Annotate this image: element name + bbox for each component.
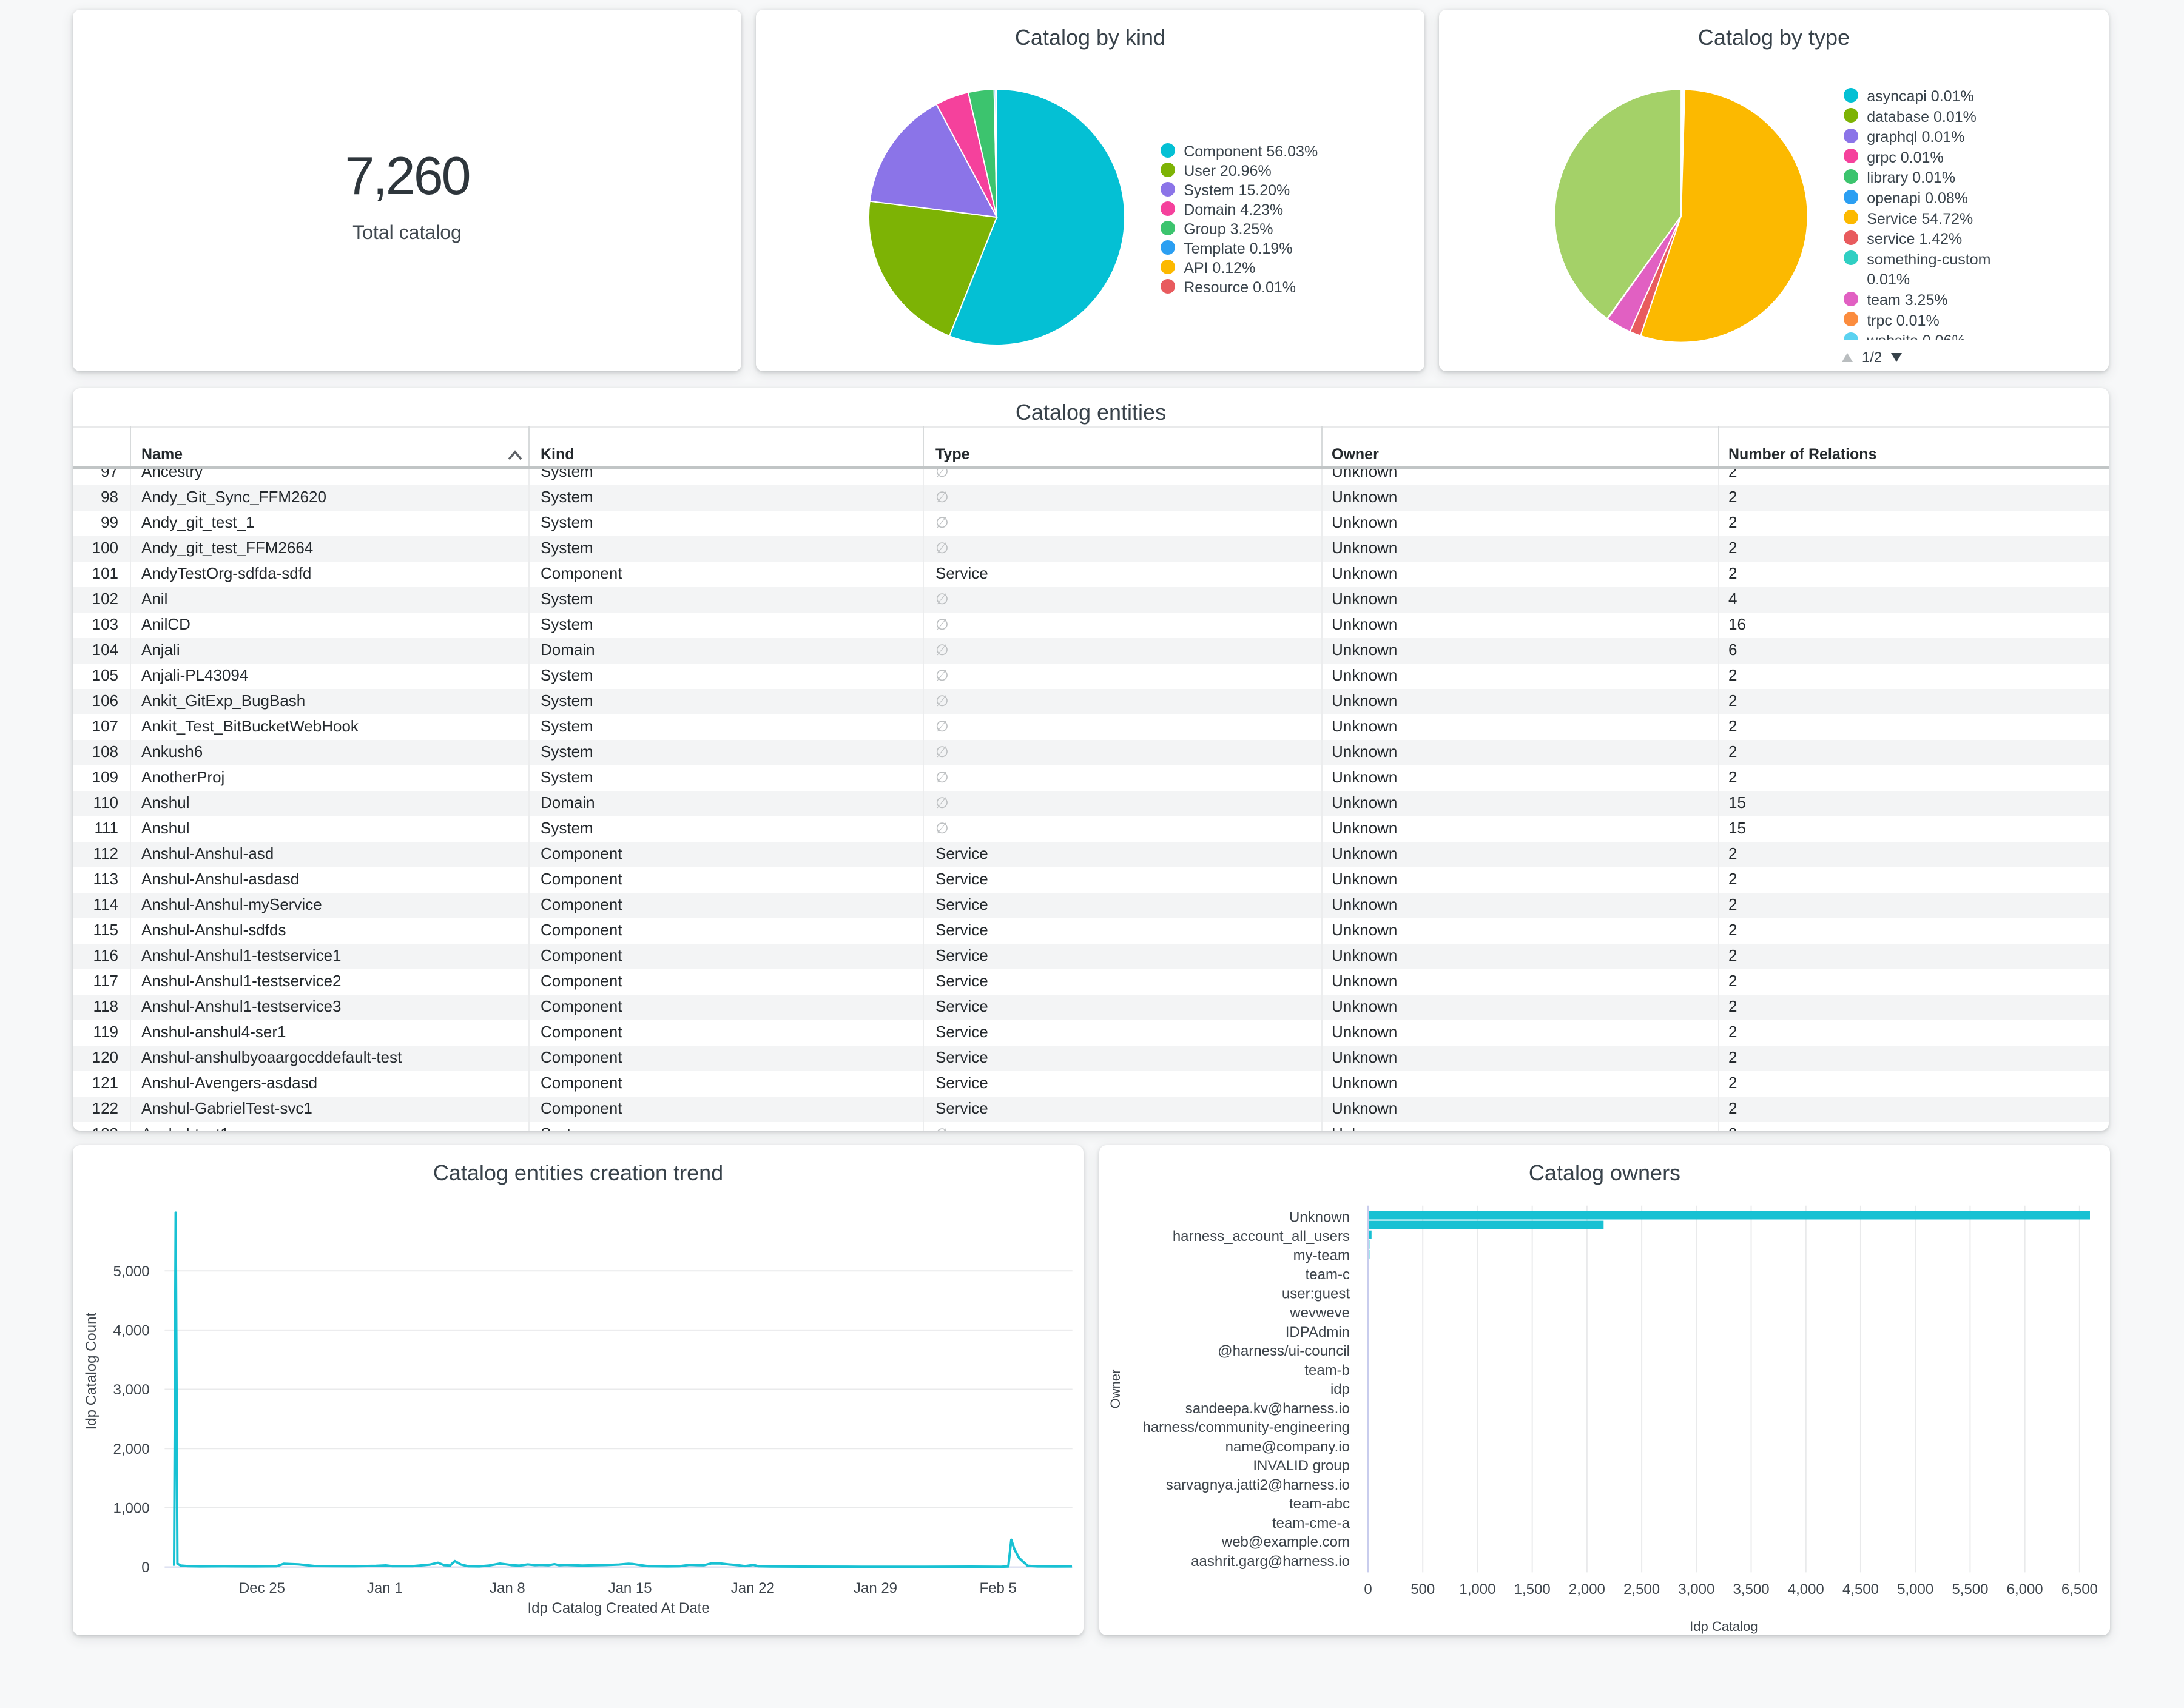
svg-text:2,000: 2,000 [113, 1441, 150, 1458]
svg-text:team-cme-a: team-cme-a [1272, 1515, 1350, 1531]
svg-text:Idp Catalog: Idp Catalog [1690, 1619, 1758, 1634]
svg-text:INVALID group: INVALID group [1253, 1458, 1350, 1474]
svg-text:3,500: 3,500 [1733, 1581, 1770, 1598]
svg-text:Idp Catalog Count: Idp Catalog Count [83, 1313, 99, 1430]
svg-text:6,000: 6,000 [2007, 1581, 2043, 1598]
svg-text:2,000: 2,000 [1569, 1581, 1605, 1598]
svg-text:harness/community-engineering: harness/community-engineering [1142, 1419, 1350, 1436]
svg-text:IDPAdmin: IDPAdmin [1286, 1324, 1350, 1340]
svg-text:team-c: team-c [1306, 1266, 1350, 1283]
svg-text:Jan 8: Jan 8 [490, 1580, 525, 1596]
svg-text:wevweve: wevweve [1289, 1305, 1350, 1321]
svg-text:Jan 15: Jan 15 [608, 1580, 652, 1596]
svg-text:5,500: 5,500 [1952, 1581, 1988, 1598]
svg-text:sandeepa.kv@harness.io: sandeepa.kv@harness.io [1185, 1400, 1350, 1417]
svg-text:name@company.io: name@company.io [1225, 1439, 1350, 1455]
svg-text:team-b: team-b [1304, 1362, 1350, 1379]
svg-text:500: 500 [1410, 1581, 1435, 1598]
svg-text:aashrit.garg@harness.io: aashrit.garg@harness.io [1191, 1553, 1350, 1570]
svg-text:3,000: 3,000 [1678, 1581, 1714, 1598]
svg-text:user:guest: user:guest [1282, 1286, 1350, 1302]
svg-text:1,000: 1,000 [1459, 1581, 1495, 1598]
svg-text:4,000: 4,000 [1788, 1581, 1824, 1598]
svg-text:Idp Catalog Created At Date: Idp Catalog Created At Date [528, 1600, 710, 1616]
svg-text:4,500: 4,500 [1842, 1581, 1879, 1598]
svg-text:Jan 22: Jan 22 [731, 1580, 775, 1596]
svg-text:sarvagnya.jatti2@harness.io: sarvagnya.jatti2@harness.io [1166, 1477, 1350, 1493]
svg-text:@harness/ui-council: @harness/ui-council [1218, 1343, 1350, 1359]
svg-text:1,500: 1,500 [1514, 1581, 1551, 1598]
svg-text:2,500: 2,500 [1623, 1581, 1660, 1598]
svg-text:team-abc: team-abc [1289, 1496, 1350, 1512]
svg-text:Owner: Owner [1108, 1370, 1123, 1409]
svg-text:Unknown: Unknown [1289, 1209, 1350, 1226]
svg-text:idp: idp [1330, 1381, 1350, 1397]
svg-text:6,500: 6,500 [2061, 1581, 2098, 1598]
svg-text:Jan 29: Jan 29 [854, 1580, 897, 1596]
svg-text:my-team: my-team [1293, 1248, 1350, 1264]
svg-text:Feb 5: Feb 5 [980, 1580, 1017, 1596]
svg-text:3,000: 3,000 [113, 1382, 150, 1398]
svg-text:Dec 25: Dec 25 [239, 1580, 285, 1596]
svg-text:harness_account_all_users: harness_account_all_users [1173, 1228, 1350, 1245]
svg-text:web@example.com: web@example.com [1221, 1534, 1350, 1550]
svg-text:5,000: 5,000 [113, 1263, 150, 1280]
svg-text:4,000: 4,000 [113, 1322, 150, 1339]
svg-text:0: 0 [1364, 1581, 1372, 1598]
svg-text:1,000: 1,000 [113, 1501, 150, 1517]
svg-text:5,000: 5,000 [1897, 1581, 1933, 1598]
svg-text:Jan 1: Jan 1 [367, 1580, 403, 1596]
svg-text:0: 0 [141, 1559, 149, 1576]
